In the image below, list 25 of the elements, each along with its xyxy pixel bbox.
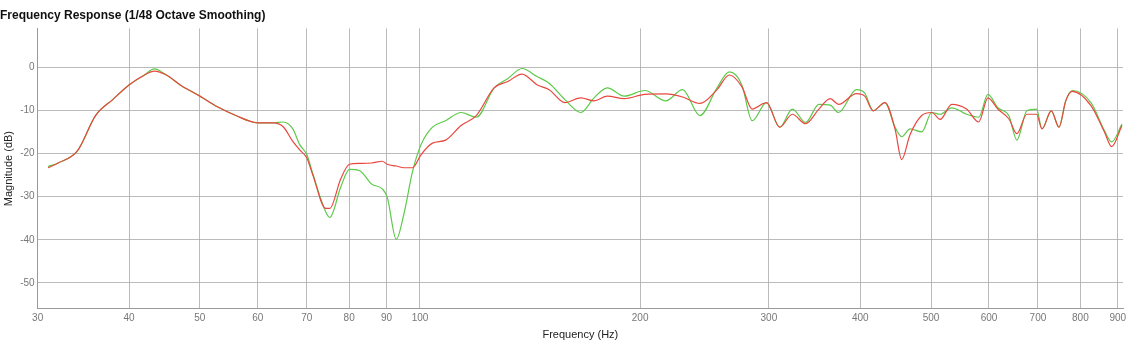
y-tick-label: 0 [29, 60, 36, 72]
x-tick-label: 800 [1072, 311, 1090, 323]
x-tick-label: 80 [343, 311, 356, 323]
x-tick-label: 900 [1109, 311, 1127, 323]
x-tick-label: 100 [411, 311, 429, 323]
x-tick-label: 700 [1029, 311, 1047, 323]
x-tick-label: 30 [32, 311, 44, 323]
chart-title: Frequency Response (1/48 Octave Smoothing) [0, 7, 266, 22]
x-axis-title: Frequency (Hz) [542, 328, 619, 341]
y-tick-label: -40 [20, 233, 36, 245]
x-tick-label: 60 [252, 311, 264, 323]
x-tick-label: 400 [851, 311, 870, 323]
y-tick-label: -30 [20, 190, 36, 202]
y-tick-label: -50 [20, 276, 36, 288]
x-tick-label: 50 [194, 311, 206, 323]
y-tick-label: -10 [20, 104, 36, 116]
x-tick-label: 70 [301, 311, 313, 323]
x-tick-label: 500 [922, 311, 940, 323]
y-axis-title: Magnitude (dB) [1, 130, 14, 207]
x-tick-label: 600 [980, 311, 998, 323]
x-tick-label: 300 [760, 311, 778, 323]
x-tick-label: 90 [380, 311, 393, 323]
x-tick-label: 40 [123, 311, 136, 323]
x-tick-label: 200 [631, 311, 649, 323]
y-tick-label: -20 [20, 147, 36, 159]
